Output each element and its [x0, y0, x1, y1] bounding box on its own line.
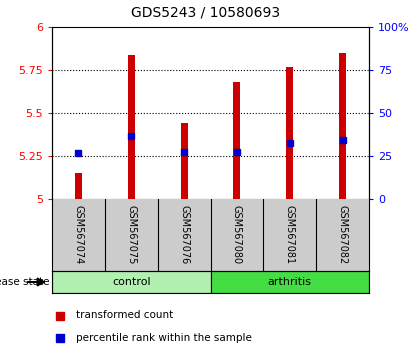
Text: percentile rank within the sample: percentile rank within the sample [76, 333, 252, 343]
Bar [52, 271, 210, 293]
Bar [128, 55, 135, 199]
Bar [210, 271, 369, 293]
Text: control: control [112, 277, 150, 287]
Bar [75, 173, 82, 199]
Text: GSM567081: GSM567081 [285, 205, 295, 264]
Bar [286, 67, 293, 199]
Text: disease state: disease state [0, 277, 50, 287]
Text: GSM567075: GSM567075 [126, 205, 136, 265]
Text: GSM567076: GSM567076 [179, 205, 189, 265]
Text: GSM567082: GSM567082 [337, 205, 348, 265]
Bar [339, 53, 346, 199]
Text: GSM567074: GSM567074 [74, 205, 83, 265]
Bar [233, 82, 240, 199]
Bar [181, 123, 187, 199]
Text: GDS5243 / 10580693: GDS5243 / 10580693 [131, 6, 280, 20]
Text: GSM567080: GSM567080 [232, 205, 242, 264]
Text: transformed count: transformed count [76, 310, 173, 320]
Text: arthritis: arthritis [268, 277, 312, 287]
